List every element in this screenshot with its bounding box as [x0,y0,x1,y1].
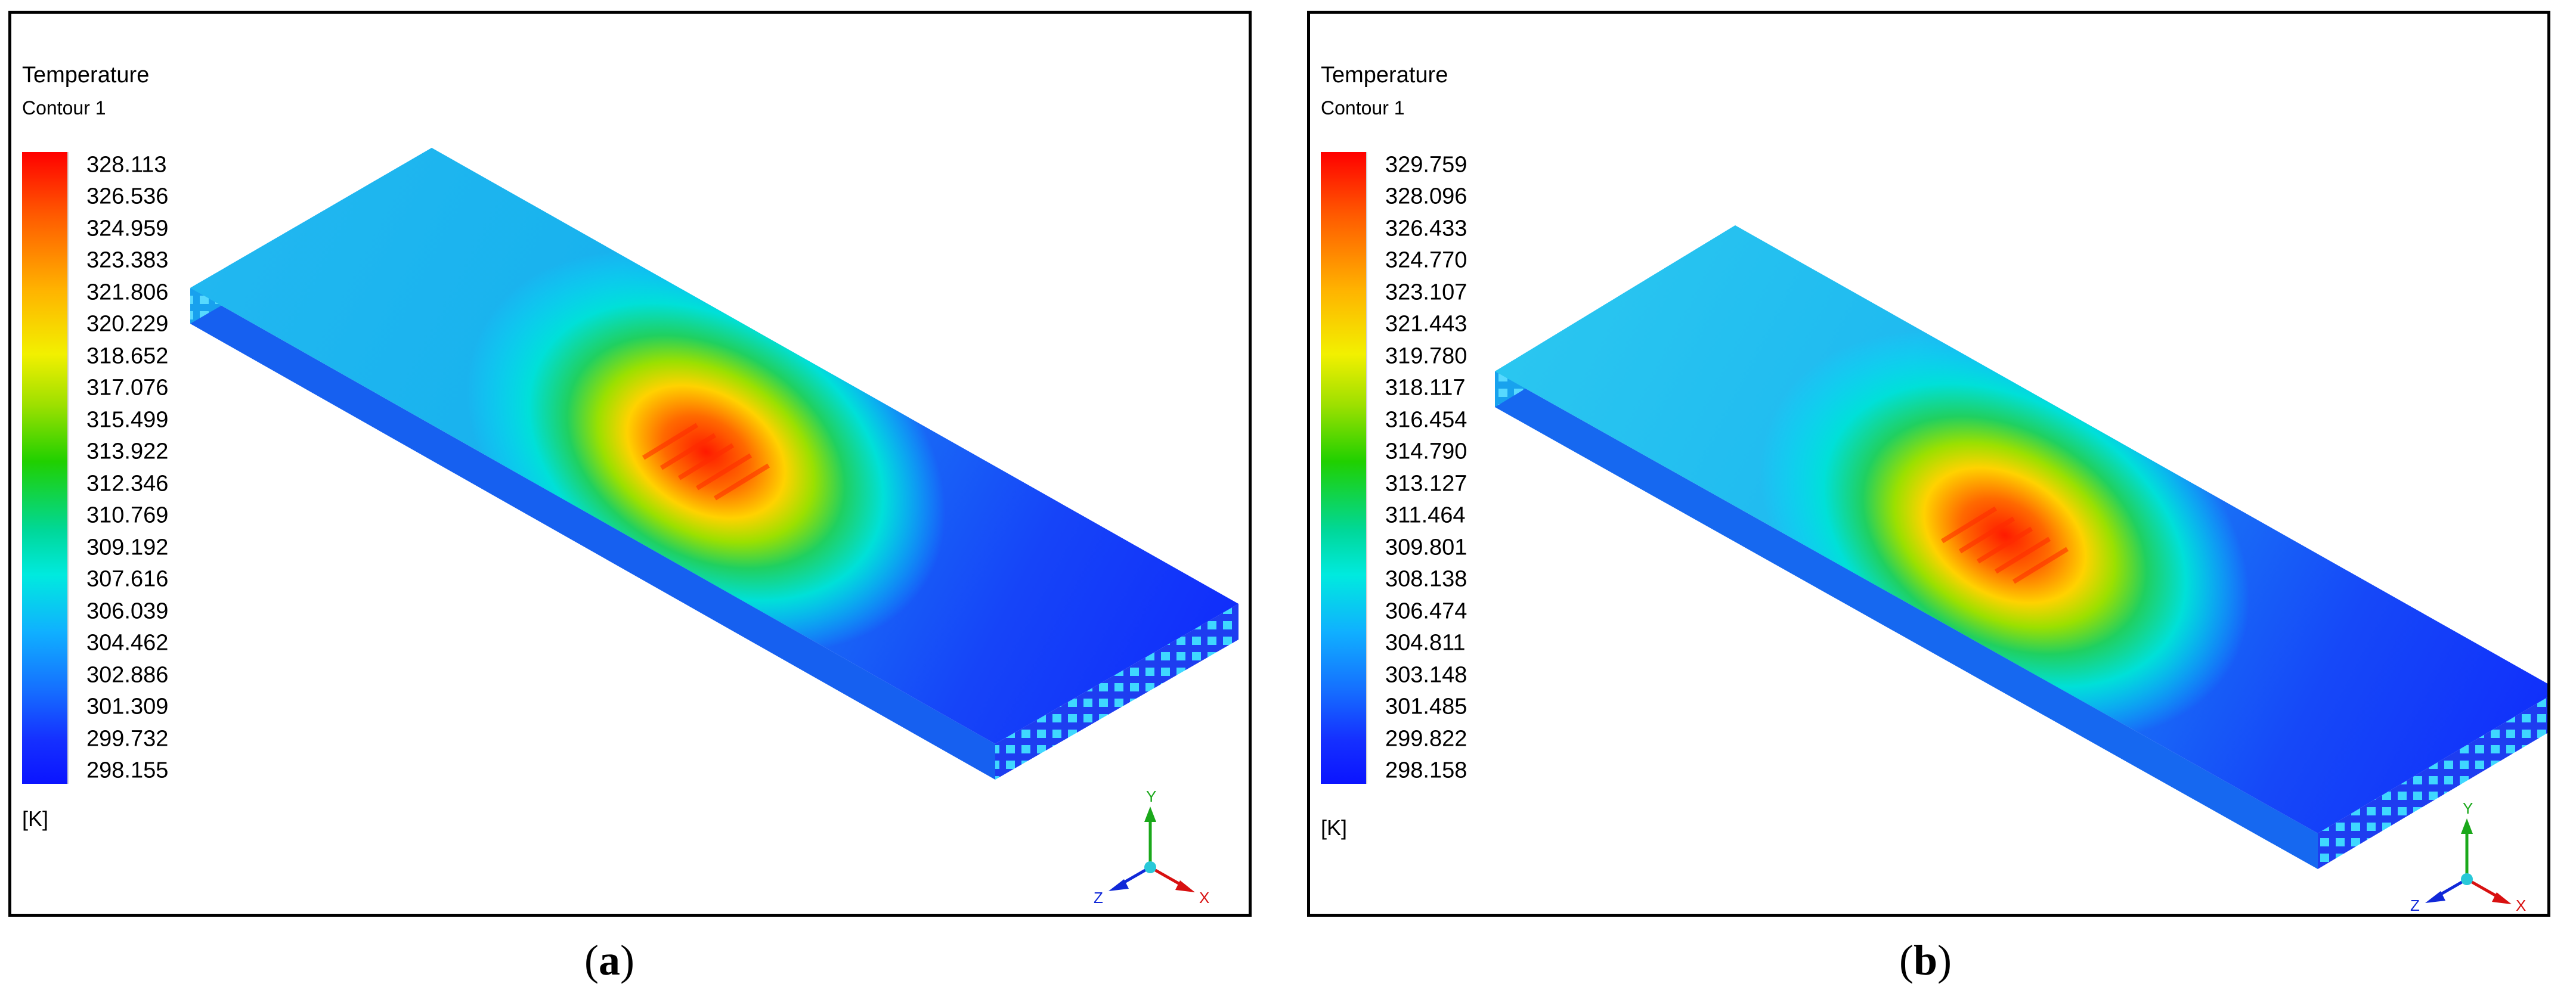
colorbar-tick-label: 318.652 [86,343,169,369]
contour-panel-a: Temperature Contour 1 328.113 326.536 324.… [8,11,1252,917]
colorbar-tick-label: 314.790 [1385,439,1467,464]
unit-label: [K] [22,806,49,831]
colorbar-tick-label: 328.096 [1385,184,1467,209]
colorbar-tick-label: 313.922 [86,439,169,464]
colorbar-tick-label: 323.383 [86,247,169,273]
svg-text:X: X [1199,889,1209,907]
colorbar-tick-label: 318.117 [1385,375,1466,401]
plate-outlet-fins [2318,697,2547,869]
legend-subtitle: Contour 1 [1321,97,1405,119]
colorbar-tick-label: 309.801 [1385,535,1467,560]
heat-sink-plate: Y X Z [1495,225,2547,914]
colorbar-tick-label: 323.107 [1385,280,1467,305]
legend-title: Temperature [22,63,150,88]
colorbar-tick-label: 298.155 [86,758,169,783]
colorbar-tick-label: 304.811 [1385,630,1466,656]
unit-label: [K] [1321,815,1348,840]
colorbar-tick-label: 321.806 [86,280,169,305]
colorbar-tick-label: 301.309 [86,694,169,719]
svg-text:X: X [2516,896,2526,914]
colorbar-tick-label: 326.433 [1385,216,1467,241]
temperature-colorbar [22,152,69,784]
colorbar-tick-label: 306.474 [1385,598,1467,624]
temperature-colorbar [1321,152,1367,784]
colorbar-tick-label: 304.462 [86,630,169,656]
svg-text:Y: Y [1146,787,1156,805]
contour-panel-b: Temperature Contour 1 329.759 328.096 326.… [1307,11,2550,917]
svg-text:Z: Z [2410,896,2420,914]
colorbar-tick-label: 320.229 [86,311,169,337]
svg-text:Z: Z [1094,889,1103,907]
plate-front-side [190,288,995,780]
coordinate-axes-icon: Y X Z [1094,787,1209,907]
colorbar-tick-label: 303.148 [1385,662,1467,688]
colorbar-tick-label: 298.158 [1385,758,1467,783]
plate-outlet-fins [995,604,1239,780]
colorbar-tick-label: 301.485 [1385,694,1467,719]
colorbar-tick-label: 326.536 [86,184,169,209]
colorbar-tick-label: 316.454 [1385,407,1467,433]
caption-a: (a) [584,936,634,984]
colorbar-tick-label: 308.138 [1385,566,1467,592]
colorbar-tick-label: 309.192 [86,535,169,560]
legend-title: Temperature [1321,63,1448,88]
colorbar-tick-label: 324.959 [86,216,169,241]
colorbar-tick-label: 299.732 [86,726,169,752]
colorbar-tick-label: 317.076 [86,375,169,401]
colorbar-tick-label: 302.886 [86,662,169,688]
colorbar-tick-label: 310.769 [86,502,169,528]
colorbar-tick-label: 313.127 [1385,471,1467,497]
colorbar-tick-label: 328.113 [86,152,167,178]
colorbar-tick-label: 306.039 [86,598,169,624]
colorbar-tick-label: 321.443 [1385,311,1467,337]
colorbar-tick-label: 319.780 [1385,343,1467,369]
colorbar-tick-label: 324.770 [1385,247,1467,273]
plate-front-side [1495,371,2318,869]
legend-subtitle: Contour 1 [22,97,106,119]
heat-sink-plate: Y X Z [190,148,1239,907]
colorbar-tick-label: 307.616 [86,566,169,592]
colorbar-tick-label: 312.346 [86,471,169,497]
colorbar-tick-label: 329.759 [1385,152,1467,178]
svg-text:Y: Y [2463,799,2473,817]
colorbar-tick-label: 299.822 [1385,726,1467,752]
caption-b: (b) [1899,936,1952,984]
coordinate-axes-icon: Y X Z [2410,799,2526,914]
colorbar-tick-label: 311.464 [1385,502,1466,528]
colorbar-tick-label: 315.499 [86,407,169,433]
